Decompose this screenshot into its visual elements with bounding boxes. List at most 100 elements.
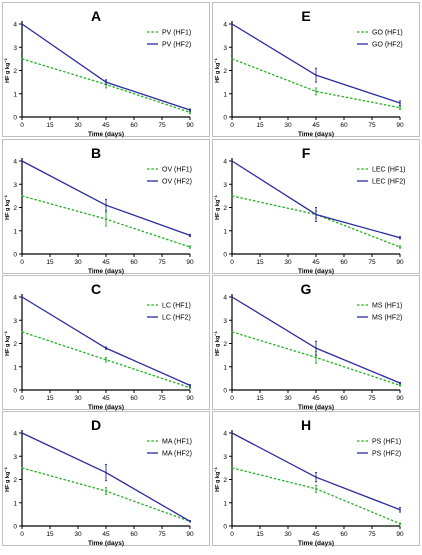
y-tick-label: 4 <box>13 22 17 29</box>
y-axis-label: HF g kg−1 <box>3 57 11 83</box>
x-tick-label: 90 <box>396 395 404 402</box>
x-tick-label: 75 <box>158 259 166 266</box>
x-tick-label: 30 <box>74 531 82 538</box>
x-tick-label: 60 <box>340 395 348 402</box>
data-point <box>105 358 107 361</box>
x-tick-label: 15 <box>46 259 54 266</box>
chart-panel-f: 0 1 2 3 4 0 15 30 45 60 75 90 Time (days) HF g kg−1 F L… <box>212 139 420 275</box>
x-tick-label: 90 <box>396 122 404 129</box>
y-tick-label: 4 <box>13 295 17 302</box>
x-tick-label: 90 <box>396 259 404 266</box>
legend-label-1: OV (HF1) <box>162 167 192 174</box>
y-axis-label-exponent: −1 <box>213 57 218 62</box>
y-tick-label: 4 <box>13 159 17 166</box>
data-point <box>315 347 317 350</box>
x-tick-label: 0 <box>20 531 24 538</box>
y-tick-label: 0 <box>223 115 227 122</box>
chart-panel-e: 0 1 2 3 4 0 15 30 45 60 75 90 Time (days) HF g kg−1 E G… <box>212 2 420 138</box>
y-axis-label: HF g kg−1 <box>3 194 11 220</box>
y-axis-label: HF g kg−1 <box>213 57 221 83</box>
x-tick-label: 30 <box>284 531 292 538</box>
x-tick-label: 0 <box>230 395 234 402</box>
data-point <box>189 386 191 389</box>
data-point <box>315 90 317 93</box>
data-point <box>189 234 191 237</box>
chart-panel-b: 0 1 2 3 4 0 15 30 45 60 75 90 Time (days) HF g kg−1 B O… <box>2 139 210 275</box>
data-point <box>231 57 233 60</box>
data-point <box>315 356 317 359</box>
legend-label-2: LC (HF2) <box>162 315 191 322</box>
y-axis-label: HF g kg−1 <box>213 330 221 356</box>
data-point <box>399 508 401 511</box>
data-point <box>315 476 317 479</box>
y-axis-label: HF g kg−1 <box>213 466 221 492</box>
data-point <box>189 246 191 248</box>
panel-letter: E <box>301 8 310 24</box>
x-tick-label: 75 <box>158 531 166 538</box>
y-tick-label: 0 <box>13 388 17 395</box>
y-axis-label-exponent: −1 <box>213 194 218 199</box>
data-point <box>189 520 191 523</box>
y-tick-label: 2 <box>223 205 227 212</box>
panel-frame <box>212 2 420 137</box>
chart-panel-h: 0 1 2 3 4 0 15 30 45 60 75 90 Time (days) HF g kg−1 H P… <box>212 411 420 547</box>
x-tick-label: 75 <box>158 395 166 402</box>
x-tick-label: 45 <box>102 122 110 129</box>
data-point <box>231 160 233 162</box>
x-tick-label: 15 <box>46 395 54 402</box>
panel-frame <box>2 275 210 410</box>
chart-panel-g: 0 1 2 3 4 0 15 30 45 60 75 90 Time (days) HF g kg−1 G M… <box>212 275 420 411</box>
x-tick-label: 45 <box>102 531 110 538</box>
y-axis-label-exponent: −1 <box>3 194 8 199</box>
y-tick-label: 1 <box>223 91 227 98</box>
data-point <box>315 74 317 77</box>
x-tick-label: 45 <box>312 531 320 538</box>
x-axis-label: Time (days) <box>298 131 334 138</box>
chart-panel-c: 0 1 2 3 4 0 15 30 45 60 75 90 Time (days) HF g kg−1 C L… <box>2 275 210 411</box>
panel-letter: D <box>91 417 101 433</box>
data-point <box>105 81 107 84</box>
y-tick-label: 4 <box>223 22 227 29</box>
data-point <box>315 487 317 490</box>
y-tick-label: 1 <box>223 228 227 235</box>
series-line-1 <box>21 331 191 389</box>
y-axis-label: HF g kg−1 <box>213 194 221 220</box>
x-tick-label: 45 <box>312 395 320 402</box>
y-tick-label: 1 <box>223 364 227 371</box>
legend-label-1: MA (HF1) <box>162 439 192 446</box>
y-tick-label: 3 <box>223 454 227 461</box>
y-tick-label: 2 <box>223 341 227 348</box>
series-line-1 <box>231 58 401 109</box>
data-point <box>21 23 23 25</box>
data-point <box>105 204 107 207</box>
x-tick-label: 60 <box>130 122 138 129</box>
data-point <box>21 57 23 60</box>
data-point <box>399 102 401 104</box>
x-tick-label: 75 <box>368 259 376 266</box>
y-axis-label-exponent: −1 <box>213 466 218 471</box>
y-tick-label: 1 <box>223 500 227 507</box>
x-tick-label: 45 <box>312 259 320 266</box>
data-point <box>315 213 317 216</box>
y-axis-label-exponent: −1 <box>3 466 8 471</box>
y-tick-label: 4 <box>223 431 227 438</box>
x-tick-label: 75 <box>368 122 376 129</box>
legend-label-2: PS (HF2) <box>372 451 401 458</box>
data-point <box>399 106 401 109</box>
x-tick-label: 15 <box>256 259 264 266</box>
panel-frame <box>2 2 210 137</box>
y-tick-label: 4 <box>223 295 227 302</box>
data-point <box>21 194 23 197</box>
x-tick-label: 30 <box>74 122 82 129</box>
y-axis-label-exponent: −1 <box>3 330 8 335</box>
legend-label-2: LEC (HF2) <box>372 179 405 186</box>
x-tick-label: 15 <box>256 395 264 402</box>
x-axis-label: Time (days) <box>88 540 124 547</box>
x-tick-label: 90 <box>186 395 194 402</box>
y-tick-label: 0 <box>13 252 17 259</box>
y-tick-label: 1 <box>13 364 17 371</box>
x-tick-label: 15 <box>46 122 54 129</box>
y-tick-label: 1 <box>13 91 17 98</box>
x-tick-label: 60 <box>340 531 348 538</box>
